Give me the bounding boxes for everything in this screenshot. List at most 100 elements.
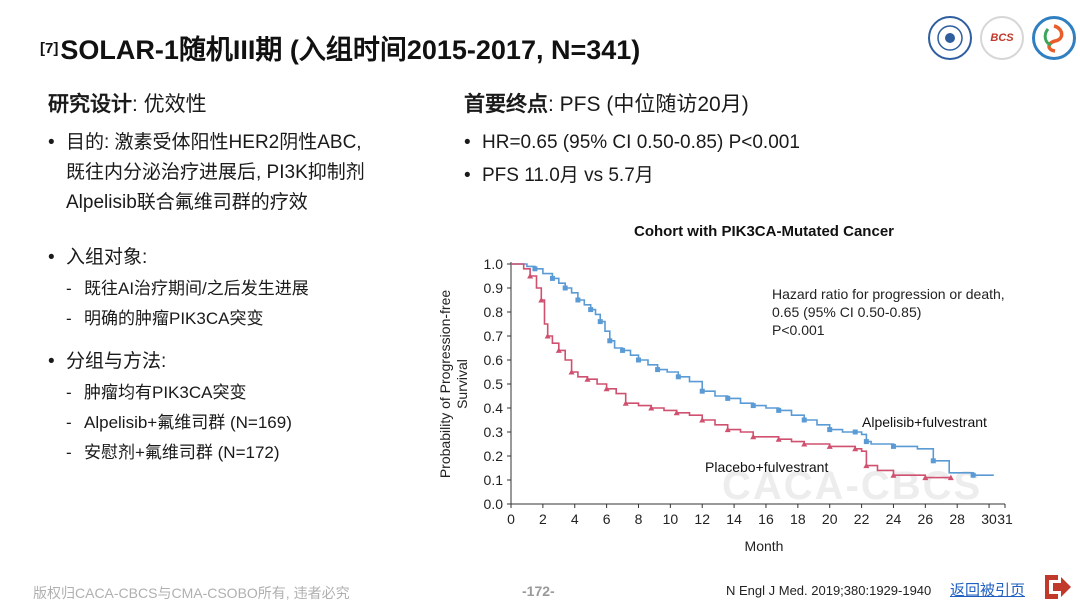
y-tick-label: 0.2 — [484, 448, 504, 464]
x-tick-label: 12 — [694, 511, 710, 527]
x-tick-label: 8 — [635, 511, 643, 527]
population-list: - 既往AI治疗期间/之后发生进展 - 明确的肿瘤PIK3CA突变 — [66, 274, 309, 334]
page-title: [7]SOLAR-1随机III期 (入组时间2015-2017, N=341) — [40, 28, 640, 67]
seal-logo-icon — [928, 16, 972, 60]
bcs-logo-icon: BCS — [980, 16, 1024, 60]
censor-mark — [603, 385, 610, 392]
y-axis-label-line-1: Probability of Progression-free — [437, 290, 453, 479]
list-item: • HR=0.65 (95% CI 0.50-0.85) P<0.001 — [464, 132, 800, 153]
censor-mark — [549, 275, 555, 281]
citation: N Engl J Med. 2019;380:1929-1940 — [726, 583, 932, 598]
censor-mark — [588, 307, 594, 313]
list-item: - 明确的肿瘤PIK3CA突变 — [66, 309, 264, 328]
censor-mark — [527, 273, 534, 279]
censor-mark — [699, 388, 705, 394]
list-item: - 肿瘤均有PIK3CA突变 — [66, 383, 247, 402]
back-link[interactable]: 返回被引页 — [950, 582, 1026, 599]
x-tick-label: 24 — [886, 511, 902, 527]
population-bullet: • 入组对象: — [48, 247, 148, 268]
population-label: 入组对象: — [66, 247, 148, 268]
censor-mark — [675, 374, 681, 380]
x-tick-label: 2 — [539, 511, 547, 527]
reference-marker: [7] — [40, 40, 59, 57]
censor-mark — [532, 266, 538, 272]
list-item: - Alpelisib+氟维司群 (N=169) — [66, 413, 292, 432]
censor-mark — [575, 297, 581, 303]
km-chart: Cohort with PIK3CA-Mutated Cancer 0.0 0.1 0… — [437, 223, 1013, 554]
x-tick-label: 31 — [997, 511, 1013, 527]
hazard-annotation-line: P<0.001 — [772, 322, 825, 338]
censor-mark — [655, 367, 661, 373]
series-label-alpelisib: Alpelisib+fulvestrant — [862, 414, 987, 430]
endpoint-list: • HR=0.65 (95% CI 0.50-0.85) P<0.001 • PFS… — [464, 128, 800, 191]
hazard-annotation-line: Hazard ratio for progression or death, — [772, 286, 1005, 302]
x-tick-label: 4 — [571, 511, 579, 527]
x-tick-label: 6 — [603, 511, 611, 527]
design-heading: 研究设计: 优效性 — [48, 93, 207, 116]
censor-mark — [801, 441, 808, 447]
y-axis-label-line-2: Survival — [454, 359, 470, 409]
censor-mark — [724, 426, 731, 433]
x-tick-label: 30 — [981, 511, 997, 527]
caca-logo-icon — [1032, 16, 1076, 60]
censor-mark — [750, 403, 756, 409]
censor-mark — [620, 347, 626, 353]
censor-mark — [922, 474, 929, 481]
censor-mark — [827, 427, 833, 433]
censor-mark — [776, 407, 782, 413]
y-tick-label: 0.0 — [484, 496, 504, 512]
censor-mark — [562, 285, 568, 291]
series-label-placebo: Placebo+fulvestrant — [705, 459, 828, 475]
censor-mark — [890, 443, 896, 449]
censor-mark — [673, 409, 680, 416]
y-tick-label: 0.1 — [484, 472, 504, 488]
x-tick-label: 26 — [918, 511, 934, 527]
censor-mark — [607, 338, 613, 344]
purpose-line-3: Alpelisib联合氟维司群的疗效 — [66, 192, 308, 213]
title-text: SOLAR-1随机III期 (入组时间2015-2017, N=341) — [60, 35, 641, 65]
bcs-logo-text: BCS — [990, 32, 1014, 44]
censor-mark — [699, 417, 706, 423]
censor-mark — [775, 436, 782, 442]
copyright-text: 版权归CACA-CBCS与CMA-CSOBO所有, 违者必究 — [33, 585, 350, 601]
page-number: -172- — [522, 583, 555, 599]
x-tick-label: 10 — [663, 511, 679, 527]
groups-bullet: • 分组与方法: — [48, 351, 167, 372]
censor-mark — [622, 400, 629, 406]
censor-mark — [597, 319, 603, 325]
purpose-line-1: 目的: 激素受体阳性HER2阴性ABC, — [66, 132, 362, 153]
censor-mark — [947, 474, 954, 481]
x-tick-label: 18 — [790, 511, 806, 527]
purpose-bullet: • 目的: 激素受体阳性HER2阴性ABC, 既往内分泌治疗进展后, PI3K抑制… — [48, 132, 365, 213]
groups-list: - 肿瘤均有PIK3CA突变 - Alpelisib+氟维司群 (N=169) -安… — [66, 378, 292, 468]
y-tick-label: 0.8 — [484, 304, 504, 320]
y-tick-label: 0.6 — [484, 352, 504, 368]
censor-mark — [750, 433, 757, 440]
censor-mark — [826, 443, 833, 449]
list-item: • PFS 11.0月 vs 5.7月 — [464, 165, 654, 186]
censor-mark — [970, 472, 976, 478]
censor-mark — [725, 395, 731, 401]
censor-mark — [863, 439, 869, 445]
groups-label: 分组与方法: — [66, 351, 167, 372]
list-item: - 安慰剂+氟维司群 (N=172) — [66, 443, 280, 462]
censor-mark — [584, 376, 591, 382]
censor-mark — [555, 347, 562, 353]
x-tick-label: 14 — [726, 511, 742, 527]
censor-mark — [568, 369, 575, 375]
back-arrow-icon[interactable] — [1041, 572, 1073, 607]
censor-mark — [890, 472, 897, 478]
censor-mark — [648, 405, 655, 411]
chart-title: Cohort with PIK3CA-Mutated Cancer — [634, 223, 894, 240]
y-tick-label: 0.4 — [484, 400, 504, 416]
censor-mark — [801, 417, 807, 423]
x-tick-label: 28 — [949, 511, 965, 527]
watermark: CACA-CBCS — [722, 464, 983, 508]
x-tick-label: 22 — [854, 511, 870, 527]
y-tick-label: 0.7 — [484, 328, 504, 344]
censor-mark — [930, 458, 936, 464]
censor-mark — [544, 333, 551, 339]
censor-mark — [852, 445, 859, 452]
x-tick-label: 20 — [822, 511, 838, 527]
x-tick-label: 0 — [507, 511, 515, 527]
